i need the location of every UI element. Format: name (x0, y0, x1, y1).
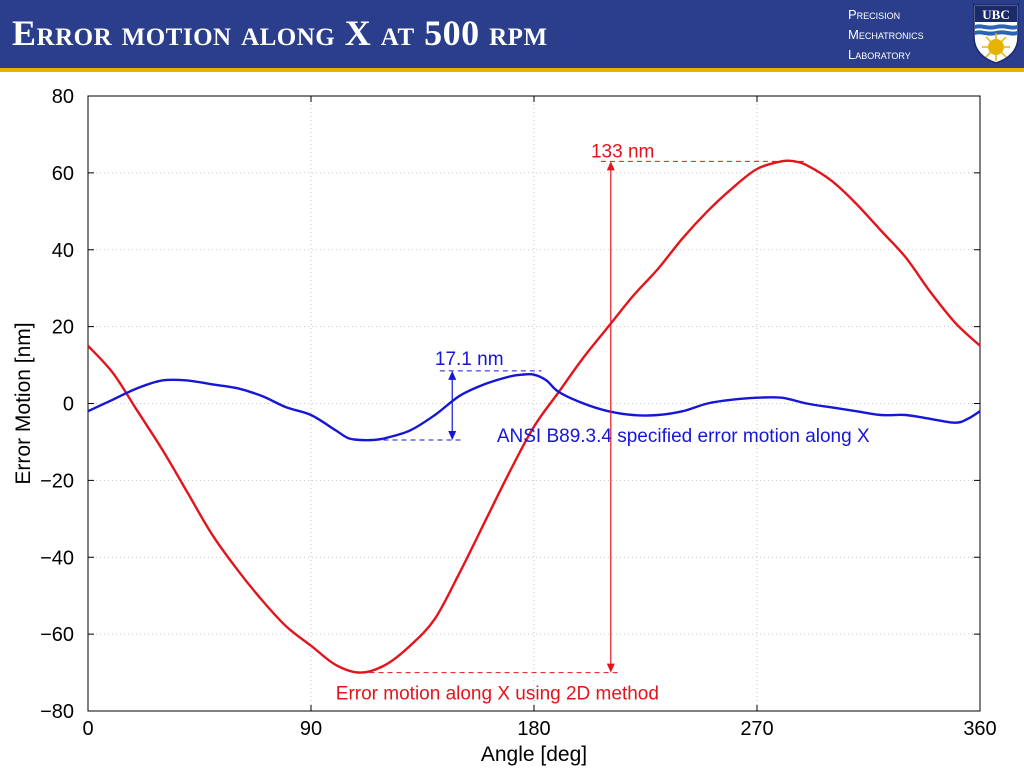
lab-name-line-3: Laboratory (848, 47, 911, 62)
range-red-arrow-head-up (606, 161, 615, 171)
logo-text: UBC (982, 7, 1009, 22)
range-red-arrow-head-down (606, 663, 615, 673)
y-tick-label: 80 (52, 86, 74, 108)
x-tick-label: 180 (517, 718, 550, 740)
y-tick-label: −80 (40, 701, 74, 723)
x-tick-label: 360 (963, 718, 996, 740)
series-line-red (87, 159, 981, 674)
series-line-blue (87, 372, 981, 442)
grid (87, 95, 981, 712)
header-rule (0, 68, 1024, 72)
lab-name: Precision Mechatronics Laboratory (848, 5, 924, 65)
range-label-red: 133 nm (591, 142, 654, 163)
range-blue-arrow-head-up (448, 370, 457, 380)
y-tick-label: −60 (40, 624, 74, 646)
y-tick-label: 60 (52, 163, 74, 185)
y-tick-label: 0 (63, 394, 74, 416)
x-tick-label: 0 (82, 718, 93, 740)
y-axis-label: Error Motion [nm] (12, 322, 35, 484)
y-tick-label: −40 (40, 547, 74, 569)
lab-name-line-2: Mechatronics (848, 27, 924, 42)
x-tick-label: 270 (740, 718, 773, 740)
x-axis-label: Angle [deg] (481, 743, 587, 766)
y-tick-label: 40 (52, 240, 74, 262)
slide-title: Error motion along X at 500 rpm (12, 13, 548, 53)
series-label-blue: ANSI B89.3.4 specified error motion alon… (497, 426, 870, 447)
lab-name-line-1: Precision (848, 7, 901, 22)
y-tick-label: −20 (40, 470, 74, 492)
series-label-red: Error motion along X using 2D method (336, 683, 659, 704)
range-label-blue: 17.1 nm (435, 349, 504, 370)
range-blue-arrow-head-down (448, 431, 457, 441)
x-tick-label: 90 (300, 718, 322, 740)
y-tick-label: 20 (52, 317, 74, 339)
series (87, 159, 981, 674)
ubc-shield-logo: UBC (973, 4, 1019, 64)
slide-header: Error motion along X at 500 rpm Precisio… (0, 0, 1024, 72)
ticks: 0 90 180 270 360 80 60 40 20 0 −20 −40 −60 −80 (40, 86, 997, 740)
annotations: 133 nm 17.1 nm Error motion along X usin… (336, 142, 870, 705)
error-motion-chart: 0 90 180 270 360 80 60 40 20 0 −20 −40 −60 −80 133 nm… (12, 86, 997, 766)
